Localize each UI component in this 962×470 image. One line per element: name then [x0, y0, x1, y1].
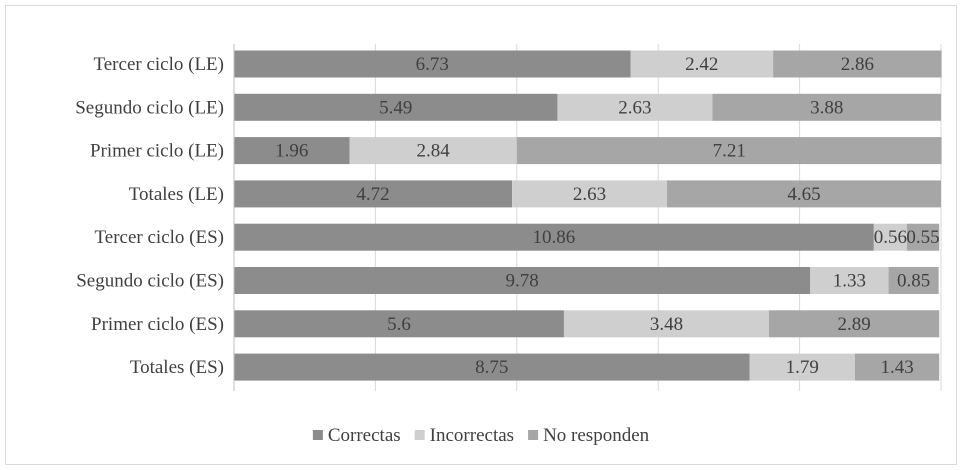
data-label: 8.75: [475, 357, 508, 378]
category-label: Segundo ciclo (ES): [76, 271, 224, 292]
bar-segment: [234, 353, 750, 381]
data-label: 9.78: [505, 271, 538, 292]
data-label: 10.86: [533, 227, 576, 248]
legend-label: No responden: [543, 425, 650, 446]
bar-segment: [773, 50, 942, 78]
legend-label: Incorrectas: [430, 425, 514, 446]
data-label: 2.63: [573, 184, 606, 205]
category-label: Segundo ciclo (LE): [75, 97, 224, 118]
bar-segment: [906, 223, 940, 251]
bar-segment: [234, 223, 874, 251]
bar-segment: [768, 310, 940, 338]
legend-swatch: [528, 430, 539, 440]
data-label: 4.72: [356, 184, 389, 205]
legend: Correctas Incorrectas No responden: [312, 425, 650, 446]
bar-segment: [516, 137, 942, 165]
category-label: Primer ciclo (ES): [91, 314, 224, 335]
bar-segment: [810, 267, 889, 294]
data-label: 5.6: [387, 314, 411, 335]
data-label: 1.43: [880, 357, 913, 378]
data-labels: 6.73 2.42 2.86 5.49 2.63 3.88 1.96 2.84 7.21 4.72…: [275, 54, 940, 378]
data-label: 2.84: [417, 141, 451, 162]
data-label: 0.56: [874, 227, 907, 248]
bar-segment: [349, 137, 517, 165]
bar-segment: [234, 180, 513, 208]
bar-segment: [234, 267, 811, 294]
bars: [234, 50, 942, 381]
bar-segment: [712, 93, 941, 121]
bar-segment: [563, 310, 769, 338]
data-label: 2.63: [618, 97, 651, 118]
data-label: 1.79: [786, 357, 819, 378]
bar-segment: [234, 93, 558, 121]
data-label: 6.73: [416, 54, 449, 75]
data-label: 2.86: [841, 54, 874, 75]
category-label: Primer ciclo (LE): [90, 141, 224, 162]
category-label: Tercer ciclo (ES): [95, 227, 224, 248]
data-label: 1.96: [275, 141, 308, 162]
data-label: 5.49: [379, 97, 412, 118]
data-label: 2.42: [685, 54, 718, 75]
bar-segment: [557, 93, 713, 121]
bar-segment: [234, 50, 631, 78]
data-label: 7.21: [713, 141, 746, 162]
data-label: 4.65: [787, 184, 820, 205]
data-label: 0.55: [906, 227, 939, 248]
stacked-bar-chart: 6.73 2.42 2.86 5.49 2.63 3.88 1.96 2.84 7.21 4.72…: [75, 44, 942, 446]
legend-label: Correctas: [328, 425, 401, 446]
category-label: Tercer ciclo (LE): [93, 54, 224, 75]
chart-frame: 6.73 2.42 2.86 5.49 2.63 3.88 1.96 2.84 7.21 4.72…: [5, 5, 957, 465]
category-labels: Tercer ciclo (LE) Segundo ciclo (LE) Prime…: [75, 54, 224, 378]
data-label: 3.48: [650, 314, 683, 335]
category-label: Totales (ES): [130, 357, 224, 378]
bar-segment: [234, 310, 564, 338]
data-label: 1.33: [833, 271, 866, 292]
bar-segment: [873, 223, 907, 251]
category-label: Totales (LE): [129, 184, 224, 205]
bar-segment: [749, 353, 855, 381]
bar-segment: [854, 353, 940, 381]
legend-swatch: [312, 430, 323, 440]
data-label: 3.88: [810, 97, 843, 118]
bar-segment: [234, 137, 350, 165]
data-label: 2.89: [837, 314, 870, 335]
bar-segment: [512, 180, 668, 208]
bar-segment: [667, 180, 941, 208]
bar-segment: [888, 267, 939, 294]
legend-swatch: [414, 430, 425, 440]
data-label: 0.85: [897, 271, 930, 292]
bar-segment: [630, 50, 774, 78]
